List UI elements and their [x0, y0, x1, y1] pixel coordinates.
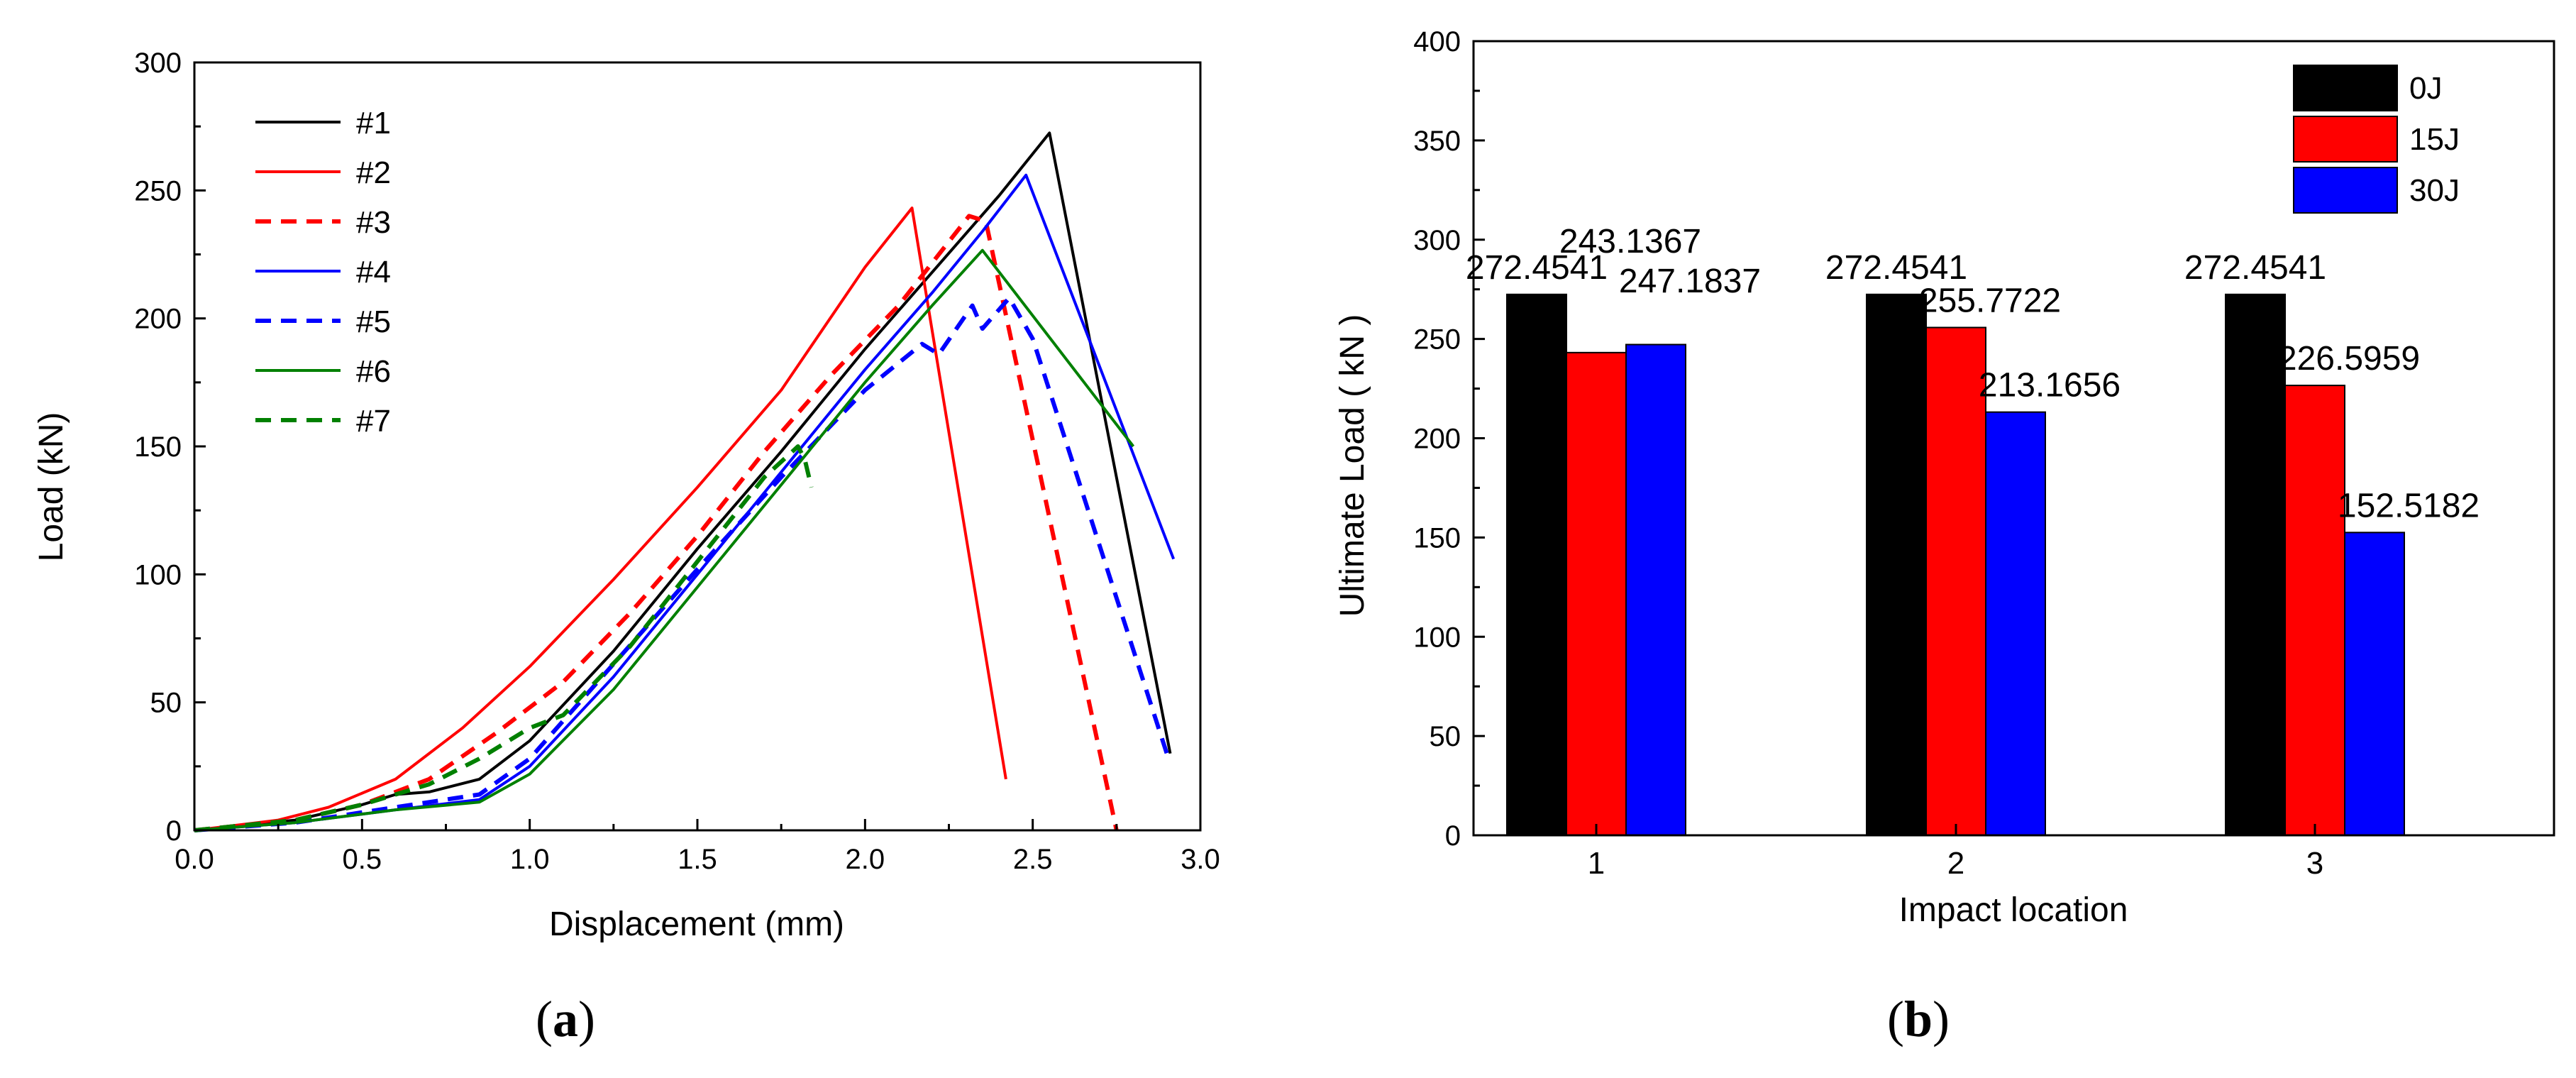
legend-label-30J: 30J	[2409, 173, 2460, 208]
x-tick-label: 2.0	[846, 844, 885, 875]
data-label: 243.1367	[1559, 223, 1701, 260]
y-tick-label: 0	[1445, 820, 1461, 852]
legend-label-1: #1	[356, 106, 391, 141]
chart-b-y-axis-label: Ultimate Load ( kN )	[1334, 314, 1371, 617]
y-tick-label: 100	[1413, 622, 1461, 653]
x-tick-label: 0.5	[343, 844, 382, 875]
x-tick-label: 0.0	[175, 844, 214, 875]
series-line-6	[194, 248, 1135, 832]
y-tick-label: 200	[1413, 424, 1461, 455]
data-label: 247.1837	[1619, 263, 1761, 300]
y-tick-label: 300	[1413, 225, 1461, 256]
chart-b-y-axis: 0 50 100 150 200 250 300 350 400	[1413, 26, 1485, 852]
y-tick-label: 400	[1413, 26, 1461, 57]
bar-0J-loc-3	[2225, 293, 2286, 837]
bar-30J-loc-2	[1985, 411, 2046, 836]
y-tick-label: 250	[1413, 324, 1461, 356]
data-label: 152.5182	[2338, 487, 2480, 524]
bar-15J-loc-2	[1925, 326, 1986, 836]
chart-b-bars	[1506, 293, 2405, 837]
x-tick-label: 2	[1947, 846, 1964, 881]
chart-a-x-axis: 0.0 0.5 1.0 1.5 2.0 2.5 3.0	[175, 819, 1220, 875]
series-line-5	[194, 295, 1169, 832]
y-tick-label: 300	[134, 48, 182, 79]
x-tick-label: 1	[1588, 846, 1605, 881]
data-label: 272.4541	[1466, 249, 1608, 287]
series-line-2	[194, 207, 1007, 832]
chart-a-x-axis-label: Displacement (mm)	[549, 906, 844, 943]
series-line-1	[194, 131, 1172, 832]
x-tick-label: 3	[2306, 846, 2323, 881]
bar-0J-loc-1	[1506, 293, 1567, 837]
x-tick-label: 3.0	[1181, 844, 1220, 875]
bar-30J-loc-3	[2344, 532, 2405, 836]
data-label: 226.5959	[2278, 340, 2420, 378]
y-tick-label: 250	[134, 175, 182, 207]
chart-b-x-axis: 1 2 3	[1588, 824, 2323, 881]
panel-label-a: (a)	[536, 991, 595, 1047]
y-tick-label: 50	[150, 688, 182, 719]
legend-label-7: #7	[356, 404, 391, 439]
bar-15J-loc-1	[1566, 351, 1627, 836]
chart-a-y-axis: 0 50 100 150 200 250 300	[134, 48, 206, 847]
bar-0J-loc-2	[1866, 293, 1927, 837]
legend-label-6: #6	[356, 354, 391, 389]
bar-30J-loc-1	[1625, 343, 1686, 836]
chart-b: 1 2 3 0 50 100 150 200 250 300 350 400 272.4541 272…	[1334, 26, 2555, 929]
legend-label-5: #5	[356, 304, 391, 339]
x-tick-label: 2.5	[1013, 844, 1053, 875]
bar-15J-loc-3	[2284, 385, 2345, 836]
chart-b-legend: 0J 15J 30J	[2293, 65, 2460, 214]
legend-label-3: #3	[356, 205, 391, 240]
legend-label-15J: 15J	[2409, 122, 2460, 157]
legend-label-0J: 0J	[2409, 71, 2442, 106]
legend-label-4: #4	[356, 255, 391, 290]
y-tick-label: 150	[134, 431, 182, 463]
chart-a-y-axis-label: Load (kN)	[33, 412, 70, 562]
chart-a-curves	[194, 131, 1176, 832]
y-tick-label: 150	[1413, 522, 1461, 554]
x-tick-label: 1.5	[678, 844, 717, 875]
x-tick-label: 1.0	[510, 844, 550, 875]
y-tick-label: 50	[1430, 721, 1461, 752]
y-tick-label: 0	[166, 815, 182, 847]
legend-swatch-0J	[2293, 65, 2398, 111]
series-line-7	[194, 444, 814, 832]
legend-swatch-30J	[2293, 167, 2398, 214]
legend-swatch-15J	[2293, 116, 2398, 163]
chart-a-legend: #1 #2 #3 #4 #5 #6 #7	[255, 106, 391, 439]
chart-a-plot-frame	[193, 61, 1202, 832]
y-tick-label: 100	[134, 559, 182, 590]
panel-label-b: (b)	[1887, 991, 1950, 1047]
data-label: 213.1656	[1979, 367, 2121, 405]
data-label: 272.4541	[1825, 249, 1967, 287]
data-label: 255.7722	[1919, 282, 2061, 319]
chart-a: 0.0 0.5 1.0 1.5 2.0 2.5 3.0 0 50 100 150 200 250 300…	[33, 48, 1220, 943]
data-label: 272.4541	[2184, 249, 2326, 287]
y-tick-label: 200	[134, 304, 182, 335]
legend-label-2: #2	[356, 155, 391, 190]
y-tick-label: 350	[1413, 126, 1461, 157]
series-line-3	[194, 214, 1119, 832]
chart-b-data-labels: 272.4541 272.4541 272.4541243.1367255.7722…	[1466, 223, 2480, 524]
chart-b-x-axis-label: Impact location	[1899, 891, 2128, 929]
